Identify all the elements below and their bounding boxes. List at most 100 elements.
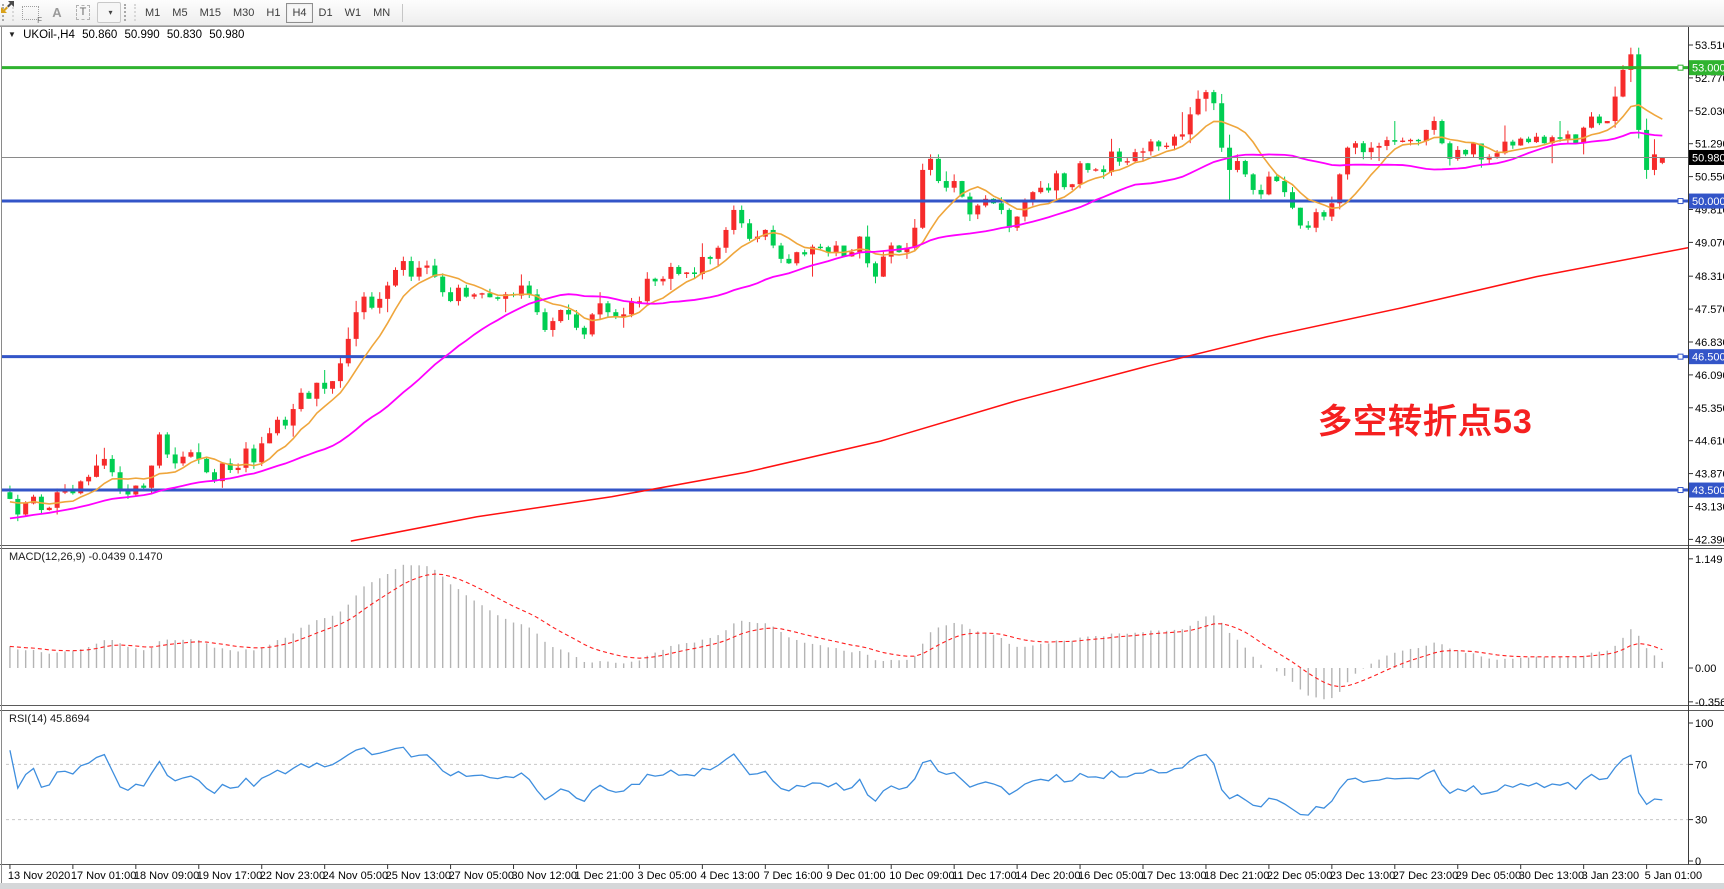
timeframe-button-h1[interactable]: H1 [260, 3, 286, 23]
price-tick-label: 48.310 [1695, 271, 1724, 283]
time-tick-label: 14 Dec 20:00 [1015, 870, 1080, 882]
rsi-indicator-label: RSI(14) 45.8694 [9, 713, 90, 725]
rsi-pane[interactable] [6, 746, 1688, 821]
time-tick-label: 19 Nov 17:00 [197, 870, 262, 882]
axis-price-tag: 43.500 [1689, 482, 1724, 498]
arrows-tool-icon[interactable]: ▾ [1, 1, 121, 23]
time-tick-label: 17 Nov 01:00 [71, 870, 136, 882]
time-tick-label: 27 Dec 23:00 [1393, 870, 1458, 882]
text-a-icon[interactable]: A [45, 2, 69, 23]
grid-glyph: F [22, 5, 42, 25]
timeframe-button-m30[interactable]: M30 [227, 3, 260, 23]
axis-price-tag: 50.980 [1689, 149, 1724, 165]
main-price-pane[interactable] [0, 47, 1688, 542]
window-bottom-strip [0, 883, 1724, 889]
hline-handle[interactable] [1677, 64, 1684, 71]
time-tick-label: 30 Nov 12:00 [512, 870, 577, 882]
macd-indicator-label: MACD(12,26,9) -0.0439 0.1470 [9, 551, 163, 563]
macd-name: MACD(12,26,9) [9, 551, 86, 563]
price-tick-label: 46.090 [1695, 370, 1724, 382]
macd-tick-label: 0.00 [1695, 663, 1716, 675]
time-tick-label: 11 Dec 17:00 [952, 870, 1017, 882]
rsi-value: 45.8694 [49, 713, 90, 725]
price-tick-label: 51.290 [1695, 139, 1724, 151]
price-axis[interactable]: 53.51052.77052.03051.29050.55049.81049.0… [1688, 40, 1724, 868]
candlesticks[interactable] [7, 47, 1665, 522]
timeframe-group: M1 M5 M15 M30 H1 H4 D1 W1 MN [139, 2, 396, 23]
price-tick-label: 44.610 [1695, 436, 1724, 448]
hline-handle[interactable] [1677, 198, 1684, 205]
timeframe-button-mn[interactable]: MN [367, 3, 396, 23]
timeframe-button-m5[interactable]: M5 [166, 3, 193, 23]
bar-close: 50.980 [209, 29, 245, 41]
rsi-tick-label: 30 [1695, 815, 1707, 827]
price-tick-label: 45.350 [1695, 403, 1724, 415]
svg-text:53.000: 53.000 [1692, 63, 1724, 75]
time-tick-label: 4 Dec 13:00 [700, 870, 759, 882]
time-tick-label: 3 Dec 05:00 [637, 870, 696, 882]
price-tick-label: 53.510 [1695, 40, 1724, 52]
time-tick-label: 10 Dec 09:00 [889, 870, 954, 882]
symbol-dropdown-icon[interactable]: ▼ [8, 30, 16, 39]
price-tick-label: 42.390 [1695, 534, 1724, 546]
time-tick-label: 16 Dec 05:00 [1078, 870, 1143, 882]
price-tick-label: 49.070 [1695, 237, 1724, 249]
axis-price-tag: 50.000 [1689, 193, 1724, 209]
timeframe-button-w1[interactable]: W1 [339, 3, 368, 23]
price-tick-label: 52.770 [1695, 73, 1724, 85]
bar-open: 50.860 [82, 29, 118, 41]
macd-signal-line [9, 573, 1663, 688]
price-tick-label: 50.550 [1695, 172, 1724, 184]
hline-handle[interactable] [1677, 353, 1684, 360]
ma-fast-line [9, 104, 1663, 505]
time-tick-label: 18 Nov 09:00 [134, 870, 199, 882]
bar-high: 50.990 [124, 29, 160, 41]
time-tick-label: 1 Dec 21:00 [574, 870, 633, 882]
pane-borders [0, 26, 1724, 889]
text-annotation[interactable]: 多空转折点53 [1318, 403, 1533, 441]
svg-text:46.500: 46.500 [1692, 352, 1724, 364]
time-tick-label: 23 Dec 13:00 [1330, 870, 1395, 882]
time-tick-label: 3 Jan 23:00 [1582, 870, 1640, 882]
time-tick-label: 22 Nov 23:00 [260, 870, 325, 882]
symbol-name: UKOil-,H4 [23, 29, 75, 41]
time-tick-label: 30 Dec 13:00 [1519, 870, 1584, 882]
ma-slow-line [350, 246, 1688, 542]
toolbar-grip-2[interactable] [124, 4, 136, 21]
text-label-icon[interactable]: T [71, 2, 95, 23]
rsi-name: RSI(14) [9, 713, 47, 725]
svg-text:43.500: 43.500 [1692, 485, 1724, 497]
macd-tick-label: -0.3563 [1695, 697, 1724, 709]
price-tick-label: 47.570 [1695, 304, 1724, 316]
toolbar: F A T ▾ M1 M5 M15 M30 H1 H4 D1 W1 MN [0, 0, 1724, 26]
time-tick-label: 13 Nov 2020 [8, 870, 70, 882]
price-tick-label: 46.830 [1695, 337, 1724, 349]
svg-text:50.980: 50.980 [1692, 152, 1724, 164]
axis-price-tag: 46.500 [1689, 349, 1724, 365]
time-tick-label: 25 Nov 13:00 [386, 870, 451, 882]
macd-tick-label: 1.149 [1695, 554, 1723, 566]
toolbar-separator [402, 3, 404, 22]
macd-pane[interactable] [9, 564, 1664, 700]
time-tick-label: 17 Dec 13:00 [1141, 870, 1206, 882]
time-tick-label: 5 Jan 01:00 [1645, 870, 1703, 882]
hline-handle[interactable] [1677, 487, 1684, 494]
time-tick-label: 22 Dec 05:00 [1267, 870, 1332, 882]
rsi-tick-label: 100 [1695, 718, 1713, 730]
pointer-grid-icon[interactable]: F [18, 2, 43, 25]
time-tick-label: 24 Nov 05:00 [323, 870, 388, 882]
time-tick-label: 18 Dec 21:00 [1204, 870, 1269, 882]
timeframe-button-d1[interactable]: D1 [313, 3, 339, 23]
rsi-line [9, 746, 1663, 816]
bar-low: 50.830 [166, 29, 203, 41]
timeframe-button-h4[interactable]: H4 [286, 2, 313, 23]
macd-value-signal: 0.1470 [128, 551, 163, 563]
svg-text:50.000: 50.000 [1692, 196, 1724, 208]
symbol-info-bar: ▼ UKOil-,H4 50.860 50.990 50.830 50.980 [8, 29, 248, 41]
rsi-tick-label: 0 [1695, 856, 1701, 868]
timeframe-button-m1[interactable]: M1 [139, 3, 166, 23]
price-tick-label: 52.030 [1695, 106, 1724, 118]
timeframe-button-m15[interactable]: M15 [194, 3, 227, 23]
